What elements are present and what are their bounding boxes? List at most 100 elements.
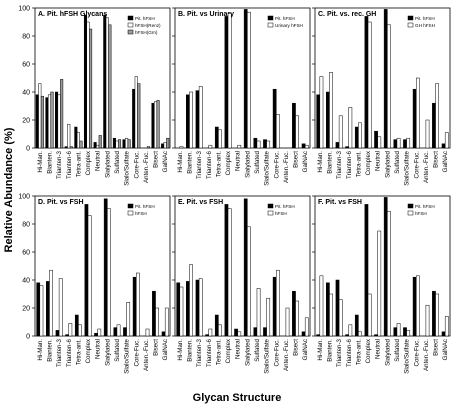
bar bbox=[145, 328, 150, 337]
legend-swatch bbox=[267, 15, 274, 21]
x-tick-label: Bisect bbox=[433, 339, 440, 356]
bar bbox=[403, 139, 407, 149]
bar bbox=[243, 198, 248, 337]
bar bbox=[266, 297, 271, 337]
x-tick-label: Neutral bbox=[95, 151, 102, 171]
x-tick-label: Bianten. bbox=[186, 339, 193, 362]
x-tick-label: Sialo/Sulfate bbox=[264, 338, 271, 373]
panel-d: 0 20 40 60 80 100 D. Pit. vs FSH Pit. hFSH hFSH H… bbox=[18, 194, 171, 374]
plot-frame bbox=[314, 195, 451, 337]
y-tick-label: 0 bbox=[26, 334, 30, 341]
y-tick-label: 60 bbox=[22, 62, 30, 69]
legend-swatch bbox=[127, 22, 134, 28]
bar bbox=[179, 286, 184, 337]
x-tick-label: Sulfated bbox=[254, 338, 261, 361]
y-tick-label: 0 bbox=[26, 146, 30, 153]
x-tick-label: GalNAc bbox=[442, 151, 449, 172]
bar bbox=[132, 88, 136, 149]
bar bbox=[38, 83, 42, 149]
x-tick-label: Hi-Man. bbox=[317, 151, 324, 173]
x-tick-label: Sialo/Sulfate bbox=[124, 150, 131, 185]
x-tick-label: Complex bbox=[85, 338, 92, 363]
panel-e: E. Pit. vs FSH Pit. hFSH hFSH Hi-Man. Biante… bbox=[172, 195, 311, 374]
bar bbox=[55, 330, 60, 337]
bar bbox=[60, 79, 64, 149]
panel-a: 0 20 40 60 80 100 A. Pit. hFSH Glycans Pit. hFS… bbox=[18, 6, 171, 186]
x-tick-label: Tetra-ant. bbox=[75, 339, 82, 365]
bar bbox=[136, 272, 140, 337]
panel-c: C. Pit. vs. rec. GH Pit. hFSH GH hFSH Hi-Ma… bbox=[312, 7, 451, 186]
bar bbox=[123, 327, 127, 337]
bar bbox=[272, 276, 277, 337]
bar bbox=[161, 331, 166, 337]
bar bbox=[387, 211, 391, 337]
bar bbox=[36, 282, 41, 337]
x-tick-label: Complex bbox=[225, 150, 232, 175]
panel-title: A. Pit. hFSH Glycans bbox=[38, 11, 107, 18]
bar bbox=[338, 115, 343, 149]
bar bbox=[348, 107, 353, 149]
x-tick-label: Tetra-ant. bbox=[355, 151, 362, 177]
bar bbox=[292, 290, 296, 337]
bar bbox=[198, 278, 203, 337]
x-tick-label: Tetra-ant. bbox=[355, 339, 362, 365]
x-tick-label: Anten.-Fuc. bbox=[283, 151, 290, 183]
bar bbox=[441, 331, 446, 337]
bar bbox=[107, 208, 111, 337]
bar bbox=[39, 285, 44, 337]
bar bbox=[295, 300, 299, 337]
bar bbox=[103, 198, 108, 337]
bar bbox=[364, 16, 369, 149]
bar bbox=[345, 146, 349, 149]
x-tick-label: Tetra-ant. bbox=[215, 339, 222, 365]
bar bbox=[406, 330, 411, 337]
bar bbox=[358, 122, 362, 149]
bar bbox=[64, 146, 68, 149]
legend-swatch bbox=[407, 210, 414, 216]
x-tick-label: Anten.-Fuc. bbox=[423, 151, 430, 183]
x-tick-label: Neutral bbox=[95, 339, 102, 359]
bar bbox=[198, 86, 203, 149]
y-tick-label: 100 bbox=[18, 194, 30, 201]
x-tick-label: Core-Fuc. bbox=[273, 339, 280, 367]
bar bbox=[83, 14, 88, 149]
x-tick-label: Neutral bbox=[375, 151, 382, 171]
bar bbox=[214, 126, 219, 149]
x-tick-label: Bianten. bbox=[326, 339, 333, 362]
bar bbox=[97, 328, 102, 337]
bar bbox=[152, 290, 156, 337]
bar bbox=[403, 327, 407, 337]
bar bbox=[285, 307, 290, 337]
bar bbox=[256, 140, 261, 149]
bar bbox=[49, 269, 53, 337]
bar bbox=[186, 94, 190, 149]
bar bbox=[195, 90, 200, 149]
x-tick-label: Tetra-ant. bbox=[75, 151, 82, 177]
bar bbox=[272, 88, 277, 149]
x-tick-label: Bisect bbox=[153, 339, 160, 356]
bar bbox=[179, 146, 184, 149]
bar bbox=[432, 290, 436, 337]
x-tick-label: Hi-Man. bbox=[177, 339, 184, 361]
x-tick-label: Hi-Man. bbox=[37, 151, 44, 173]
bar bbox=[57, 94, 61, 149]
bar bbox=[425, 304, 430, 337]
x-tick-label: GalNAc bbox=[162, 339, 169, 360]
panel-title: B. Pit. vs Urinary bbox=[178, 11, 234, 18]
legend-label: hFSH(Renz) bbox=[135, 23, 161, 28]
bar bbox=[237, 144, 242, 149]
x-tick-label: Neutral bbox=[375, 339, 382, 359]
bar bbox=[243, 9, 248, 149]
x-tick-label: Neutral bbox=[235, 339, 242, 359]
x-tick-label: Complex bbox=[365, 338, 372, 363]
x-tick-label: Hi-Man. bbox=[177, 151, 184, 173]
panel-title: C. Pit. vs. rec. GH bbox=[318, 11, 376, 18]
x-tick-label: Core-Fuc. bbox=[413, 151, 420, 179]
y-tick-label: 40 bbox=[22, 90, 30, 97]
legend-swatch bbox=[407, 22, 414, 28]
plot-frame bbox=[174, 195, 311, 337]
x-tick-label: Sulfated bbox=[254, 150, 261, 173]
bar bbox=[416, 275, 420, 337]
bar bbox=[253, 327, 258, 337]
x-tick-label: Tetra-ant. bbox=[215, 151, 222, 177]
